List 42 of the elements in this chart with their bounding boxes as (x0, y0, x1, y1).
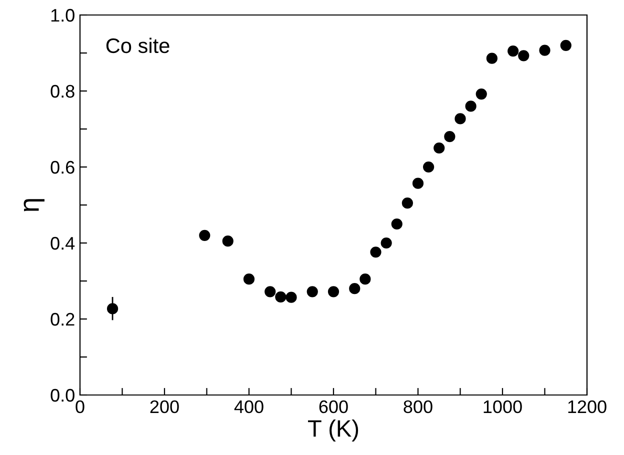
point (444, 131, 456, 142)
annotation: Co site (106, 38, 170, 54)
point (264, 286, 276, 298)
point (476, 88, 487, 100)
point (508, 46, 519, 57)
y-tick-label: 0.0 (50, 388, 74, 402)
point (328, 286, 340, 298)
point (391, 218, 402, 230)
point (349, 283, 360, 294)
point (306, 286, 318, 298)
point (360, 274, 371, 285)
point (486, 52, 498, 64)
point (454, 113, 466, 124)
x-tick-label: 800 (404, 400, 432, 414)
x-tick-label: 200 (150, 400, 179, 414)
x-tick-label: 0 (76, 400, 84, 414)
point (402, 198, 413, 209)
y-tick-label: 1.0 (51, 8, 74, 22)
point (222, 236, 234, 247)
point (560, 40, 572, 51)
y-tick-label: 0.8 (50, 84, 74, 98)
x-axis-title: T (K) (308, 419, 358, 442)
point (539, 44, 550, 56)
point (380, 237, 392, 249)
x-tick-label: 1200 (568, 400, 606, 414)
y-axis-title: η (24, 199, 44, 212)
x-tick-label: 600 (319, 400, 348, 414)
y-tick-label: 0.4 (50, 236, 75, 250)
point (286, 292, 297, 303)
point (243, 274, 255, 285)
point (434, 142, 445, 154)
point (370, 246, 382, 258)
x-tick-label: 400 (234, 400, 264, 414)
point (518, 50, 530, 62)
x-tick-label: 1000 (484, 400, 522, 414)
point (412, 178, 424, 189)
point (275, 291, 286, 303)
y-tick-label: 0.2 (50, 312, 74, 326)
point (199, 230, 210, 241)
point (465, 100, 476, 112)
point (423, 161, 434, 173)
y-tick-label: 0.6 (50, 160, 74, 174)
